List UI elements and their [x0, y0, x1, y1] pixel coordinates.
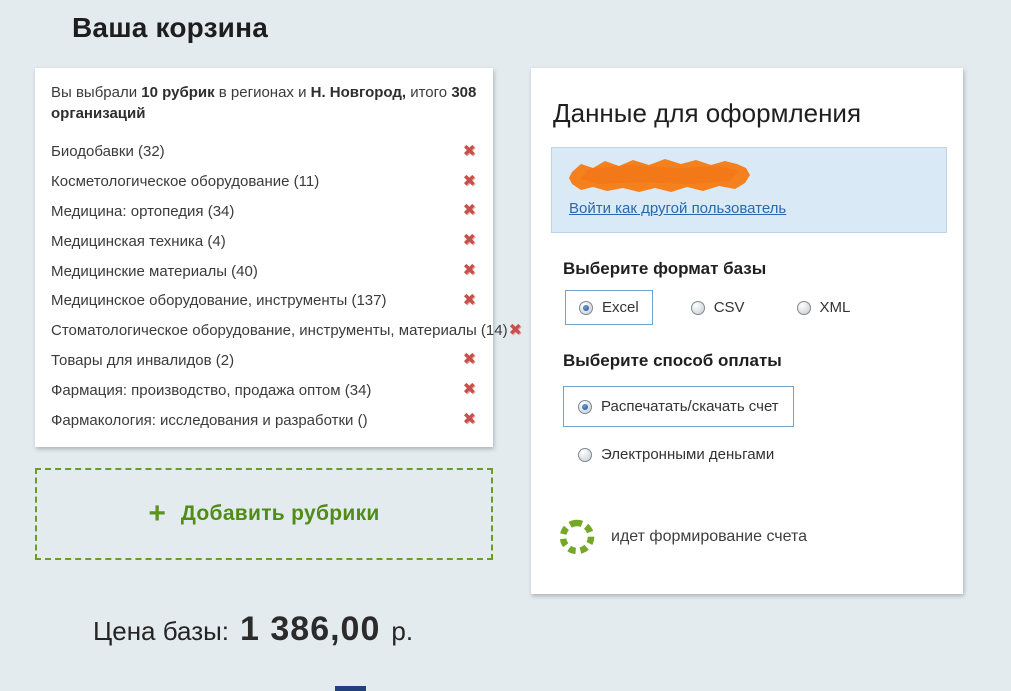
remove-rubric-button[interactable]: ✖ — [462, 291, 477, 309]
cart-summary: Вы выбрали 10 рубрик в регионах и Н. Нов… — [51, 82, 477, 124]
price-line: Цена базы: 1 386,00 р. — [93, 610, 413, 649]
summary-segment: 308 организаций — [51, 84, 477, 122]
delete-icon: ✖ — [462, 291, 476, 309]
add-rubrics-button[interactable]: + Добавить рубрики — [35, 468, 493, 560]
rubric-row: Медицинские материалы (40) ✖ — [51, 256, 477, 286]
plus-icon: + — [148, 497, 166, 530]
remove-rubric-button[interactable]: ✖ — [508, 321, 523, 339]
payment-option-label: Электронными деньгами — [601, 446, 775, 463]
radio-icon[interactable] — [579, 300, 593, 315]
rubric-list: Биодобавки (32) ✖ Косметологическое обор… — [51, 137, 522, 435]
remove-rubric-button[interactable]: ✖ — [462, 203, 477, 219]
payment-section-title: Выберите способ оплаты — [563, 351, 782, 370]
rubric-label: Медицинские материалы (40) — [51, 262, 258, 280]
remove-rubric-button[interactable]: ✖ — [462, 172, 477, 190]
rubric-row: Стоматологическое оборудование, инструме… — [51, 316, 522, 346]
rubric-row: Фармация: производство, продажа оптом (3… — [51, 375, 477, 405]
radio-icon[interactable] — [690, 300, 705, 315]
rubric-label: Медицина: ортопедия (34) — [51, 202, 235, 220]
radio-icon[interactable] — [578, 399, 592, 414]
login-as-other-user-link[interactable]: Войти как другой пользователь — [569, 200, 787, 217]
summary-segment: в регионах и — [214, 84, 311, 101]
summary-segment: итого — [406, 84, 452, 101]
rubric-label: Фармация: производство, продажа оптом (3… — [51, 381, 372, 399]
delete-icon: ✖ — [462, 351, 476, 369]
delete-icon: ✖ — [462, 202, 476, 220]
payment-options: Распечатать/скачать счет Электронными де… — [563, 386, 963, 475]
radio-icon[interactable] — [578, 447, 592, 462]
footer-edge-bar — [335, 686, 366, 691]
format-options: Excel CSV XML — [565, 290, 963, 325]
remove-rubric-button[interactable]: ✖ — [462, 142, 477, 160]
redacted-user-scribble — [569, 159, 750, 192]
payment-option-label: Распечатать/скачать счет — [601, 398, 779, 415]
format-option-label: Excel — [602, 299, 639, 316]
summary-segment: Н. Новгород, — [310, 84, 407, 101]
remove-rubric-button[interactable]: ✖ — [462, 412, 477, 428]
remove-rubric-button[interactable]: ✖ — [462, 263, 477, 279]
delete-icon: ✖ — [462, 381, 476, 399]
payment-option[interactable]: Распечатать/скачать счет — [563, 386, 794, 427]
remove-rubric-button[interactable]: ✖ — [462, 382, 477, 398]
remove-rubric-button[interactable]: ✖ — [462, 233, 477, 249]
rubric-label: Товары для инвалидов (2) — [51, 351, 235, 369]
rubric-label: Биодобавки (32) — [51, 143, 165, 161]
price-label: Цена базы: — [93, 616, 230, 646]
cart-panel: Вы выбрали 10 рубрик в регионах и Н. Нов… — [35, 68, 522, 447]
delete-icon: ✖ — [508, 321, 522, 339]
rubric-row: Товары для инвалидов (2) ✖ — [51, 346, 477, 376]
format-option-label: CSV — [713, 299, 745, 316]
loading-spinner-icon — [559, 519, 595, 555]
format-option-label: XML — [819, 299, 851, 316]
rubric-row: Медицинская техника (4) ✖ — [51, 226, 477, 256]
remove-rubric-button[interactable]: ✖ — [462, 352, 477, 368]
add-rubrics-label: Добавить рубрики — [180, 502, 380, 525]
rubric-row: Фармакология: исследования и разработки … — [51, 405, 477, 435]
checkout-panel: Данные для оформления Войти как другой п… — [531, 68, 963, 594]
delete-icon: ✖ — [462, 411, 476, 429]
rubric-row: Медицинское оборудование, инструменты (1… — [51, 286, 477, 316]
checkout-title: Данные для оформления — [553, 98, 862, 128]
delete-icon: ✖ — [462, 172, 476, 190]
rubric-label: Медицинская техника (4) — [51, 232, 226, 250]
rubric-label: Медицинское оборудование, инструменты (1… — [51, 292, 387, 310]
rubric-row: Биодобавки (32) ✖ — [51, 137, 477, 167]
summary-segment: Вы выбрали — [51, 84, 142, 101]
delete-icon: ✖ — [462, 142, 476, 160]
rubric-label: Стоматологическое оборудование, инструме… — [51, 322, 508, 340]
format-option[interactable]: CSV — [677, 290, 759, 325]
format-option[interactable]: XML — [783, 290, 865, 325]
rubric-row: Косметологическое оборудование (11) ✖ — [51, 167, 477, 197]
delete-icon: ✖ — [462, 232, 476, 250]
delete-icon: ✖ — [462, 262, 476, 280]
invoice-status: идет формирование счета — [557, 517, 963, 557]
radio-icon[interactable] — [796, 300, 811, 315]
price-value: 1 386,00 — [240, 610, 381, 648]
rubric-label: Фармакология: исследования и разработки … — [51, 411, 368, 429]
format-section-title: Выберите формат базы — [563, 259, 767, 278]
price-currency: р. — [391, 616, 414, 646]
format-option[interactable]: Excel — [565, 290, 653, 325]
invoice-status-text: идет формирование счета — [611, 528, 808, 545]
account-box: Войти как другой пользователь — [551, 147, 947, 233]
rubric-label: Косметологическое оборудование (11) — [51, 173, 320, 191]
payment-option[interactable]: Электронными деньгами — [563, 434, 789, 475]
page-title: Ваша корзина — [72, 12, 268, 43]
summary-segment: 10 рубрик — [141, 84, 215, 101]
rubric-row: Медицина: ортопедия (34) ✖ — [51, 197, 477, 227]
